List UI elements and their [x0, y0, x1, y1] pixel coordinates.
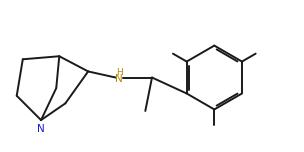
Text: H: H — [116, 67, 123, 77]
Text: N: N — [115, 74, 123, 84]
Text: N: N — [37, 124, 45, 134]
